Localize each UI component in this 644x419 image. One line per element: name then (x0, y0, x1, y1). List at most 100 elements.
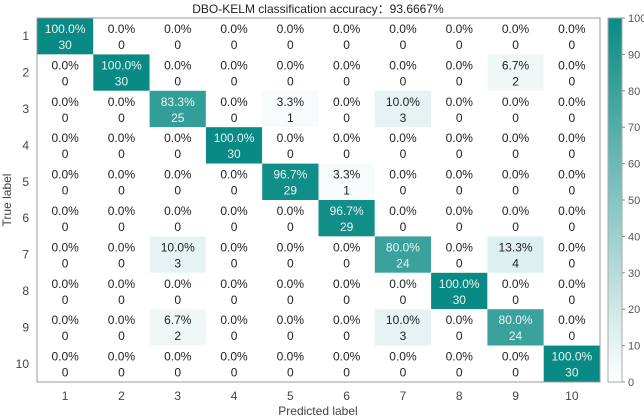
matrix-cell (318, 345, 375, 382)
cell-percent: 6.7% (164, 313, 192, 327)
matrix-cell (37, 163, 94, 200)
cell-count: 0 (343, 256, 350, 270)
matrix-cell (262, 345, 319, 382)
x-tick-label: 5 (287, 389, 294, 403)
cell-percent: 0.0% (277, 131, 305, 145)
matrix-cell (374, 163, 432, 200)
cell-percent: 0.0% (277, 313, 305, 327)
cell-count: 0 (174, 74, 181, 88)
cell-percent: 0.0% (108, 204, 136, 218)
cell-percent: 10.0% (386, 313, 420, 327)
cell-percent: 0.0% (446, 204, 474, 218)
cell-count: 0 (456, 329, 463, 343)
cell-percent: 0.0% (51, 204, 79, 218)
matrix-cell (205, 90, 263, 128)
cell-percent: 0.0% (558, 131, 586, 145)
cell-count: 30 (115, 74, 129, 88)
matrix-cell (205, 272, 263, 310)
y-tick-label: 4 (22, 138, 29, 152)
cell-percent: 0.0% (51, 240, 79, 254)
cell-percent: 0.0% (558, 22, 586, 36)
cell-percent: 0.0% (164, 350, 192, 364)
matrix-cell (93, 272, 150, 310)
cell-percent: 0.0% (164, 22, 192, 36)
cell-percent: 0.0% (220, 240, 248, 254)
matrix-cell (149, 345, 206, 382)
cell-count: 0 (174, 184, 181, 198)
cell-percent: 0.0% (389, 131, 417, 145)
cell-count: 0 (118, 111, 125, 125)
matrix-cell (318, 272, 375, 310)
cell-count: 0 (62, 74, 69, 88)
matrix-cell (543, 54, 600, 91)
cell-count: 0 (118, 184, 125, 198)
x-tick-label: 9 (512, 389, 519, 403)
matrix-cell (149, 163, 206, 200)
cell-count: 0 (569, 256, 576, 270)
cell-percent: 0.0% (108, 277, 136, 291)
cell-percent: 0.0% (164, 131, 192, 145)
matrix-cell (543, 272, 600, 310)
cell-count: 0 (118, 220, 125, 234)
matrix-cell (93, 54, 150, 91)
matrix-cell (487, 200, 544, 237)
cell-percent: 13.3% (499, 240, 533, 254)
matrix-cell (149, 200, 206, 237)
cell-count: 0 (62, 147, 69, 161)
cell-percent: 0.0% (108, 313, 136, 327)
y-tick-label: 1 (22, 29, 29, 43)
cell-count: 0 (118, 38, 125, 52)
cell-count: 0 (512, 147, 519, 161)
matrix-cell (487, 90, 544, 128)
cell-count: 30 (58, 38, 72, 52)
cell-percent: 0.0% (220, 277, 248, 291)
matrix-cell (431, 200, 488, 237)
cell-count: 0 (512, 366, 519, 380)
cell-percent: 0.0% (277, 240, 305, 254)
cell-percent: 96.7% (330, 204, 364, 218)
matrix-cell (149, 309, 206, 346)
matrix-cell (205, 309, 263, 346)
y-axis-label: True label (0, 174, 14, 227)
matrix-cell (431, 163, 488, 200)
cell-count: 0 (400, 293, 407, 307)
x-tick-label: 10 (565, 389, 579, 403)
cell-percent: 0.0% (108, 350, 136, 364)
y-tick-label: 2 (22, 66, 29, 80)
cell-count: 0 (456, 111, 463, 125)
cell-percent: 0.0% (108, 131, 136, 145)
cell-count: 0 (569, 147, 576, 161)
cell-percent: 0.0% (277, 350, 305, 364)
colorbar-tick-label: 10 (628, 341, 640, 353)
matrix-cell (543, 345, 600, 382)
cell-count: 0 (569, 38, 576, 52)
cell-count: 0 (287, 74, 294, 88)
cell-count: 0 (456, 74, 463, 88)
cell-count: 0 (62, 220, 69, 234)
cell-percent: 0.0% (277, 204, 305, 218)
matrix-cell (374, 345, 432, 382)
cell-count: 0 (400, 38, 407, 52)
matrix-cell (431, 309, 488, 346)
matrix-cell (149, 127, 206, 164)
x-tick-label: 2 (118, 389, 125, 403)
cell-count: 0 (569, 329, 576, 343)
matrix-cell (431, 18, 488, 55)
cell-percent: 0.0% (389, 204, 417, 218)
colorbar-tick-label: 80 (628, 86, 640, 98)
cell-percent: 0.0% (502, 277, 530, 291)
cell-count: 0 (456, 184, 463, 198)
cell-percent: 0.0% (333, 240, 361, 254)
cell-count: 0 (231, 329, 238, 343)
matrix-cell (149, 18, 206, 55)
matrix-cell (374, 90, 432, 128)
matrix-cell (487, 272, 544, 310)
matrix-cell (37, 272, 94, 310)
matrix-cell (37, 127, 94, 164)
cell-percent: 0.0% (389, 350, 417, 364)
cell-count: 0 (400, 74, 407, 88)
matrix-cell (93, 163, 150, 200)
colorbar-tick-label: 50 (628, 195, 640, 207)
cell-percent: 0.0% (333, 277, 361, 291)
